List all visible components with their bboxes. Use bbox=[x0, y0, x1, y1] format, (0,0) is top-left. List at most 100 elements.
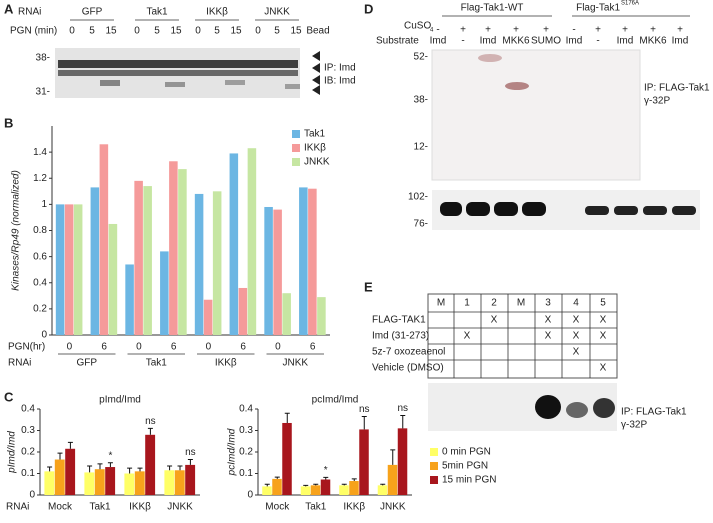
cell-mark: X bbox=[573, 331, 580, 342]
size-marker: 102- bbox=[408, 192, 428, 203]
blot-label: IP: Imd bbox=[324, 63, 356, 74]
bar bbox=[94, 469, 105, 495]
x-tick-label: Tak1 bbox=[305, 502, 327, 513]
blot-label: γ-32P bbox=[644, 96, 670, 107]
bar bbox=[194, 193, 204, 335]
bar bbox=[387, 464, 398, 495]
cell-mark: X bbox=[464, 331, 471, 342]
error-bar bbox=[147, 427, 153, 435]
row-label: Vehicle (DMSO) bbox=[372, 363, 444, 374]
error-bar bbox=[137, 467, 143, 472]
error-bar bbox=[167, 465, 173, 471]
bar bbox=[212, 191, 222, 335]
cell-mark: X bbox=[600, 315, 607, 326]
y-tick-label: 0 bbox=[29, 490, 35, 501]
bar bbox=[299, 187, 308, 335]
group-label: JNKK bbox=[264, 7, 290, 18]
bar bbox=[339, 485, 349, 495]
lane-sign: - bbox=[436, 25, 439, 36]
bar bbox=[64, 204, 74, 335]
cell-mark: X bbox=[573, 315, 580, 326]
group-label: Tak1 bbox=[146, 358, 168, 369]
y-axis-label: pImd/Imd bbox=[7, 431, 18, 474]
x-row-label: PGN(hr) bbox=[8, 342, 45, 353]
column-label: M bbox=[437, 298, 445, 309]
x-tick-label: IKKβ bbox=[343, 502, 365, 513]
bar bbox=[229, 153, 239, 335]
y-tick-label: 0.4 bbox=[239, 404, 253, 415]
row-label: PGN (min) bbox=[10, 26, 57, 37]
blot-label: IP: FLAG-Tak1 bbox=[621, 407, 687, 418]
lane-sign: + bbox=[677, 25, 683, 36]
legend-label: 5min PGN bbox=[442, 461, 488, 472]
bar bbox=[310, 485, 321, 495]
error-bar bbox=[264, 483, 270, 487]
lane-label: 15 bbox=[170, 26, 182, 37]
bar bbox=[55, 204, 65, 335]
bar bbox=[203, 299, 213, 335]
y-tick-label: 1.2 bbox=[33, 173, 47, 184]
column-label: M bbox=[517, 298, 525, 309]
lane-label: Imd bbox=[672, 36, 689, 47]
lane-label: 15 bbox=[290, 26, 302, 37]
bar bbox=[317, 297, 326, 335]
lane-label: MKK6 bbox=[502, 36, 530, 47]
x-tick-label: JNKK bbox=[380, 502, 406, 513]
lane-sign: + bbox=[513, 25, 519, 36]
lane-label: Bead bbox=[306, 26, 329, 37]
error-bar bbox=[67, 441, 73, 449]
error-bar bbox=[284, 412, 290, 423]
x-tick-label: 6 bbox=[171, 342, 177, 353]
y-tick-label: 0.4 bbox=[21, 404, 35, 415]
legend-swatch bbox=[292, 158, 300, 166]
error-bar bbox=[341, 483, 347, 486]
error-bar bbox=[380, 483, 386, 486]
bar bbox=[359, 429, 369, 495]
bar bbox=[273, 209, 282, 335]
lane-label: SUMO bbox=[531, 36, 561, 47]
lane-label: 15 bbox=[230, 26, 242, 37]
bar bbox=[282, 422, 292, 495]
bar bbox=[282, 293, 291, 335]
bar bbox=[54, 459, 65, 495]
y-tick-label: 0.2 bbox=[239, 447, 253, 458]
lane-label: 0 bbox=[69, 26, 75, 37]
x-tick-label: 6 bbox=[240, 342, 246, 353]
chart-title: pImd/Imd bbox=[99, 395, 141, 406]
cell-mark: X bbox=[600, 331, 607, 342]
y-tick-label: 0.4 bbox=[33, 277, 47, 288]
size-marker: 38- bbox=[414, 95, 428, 106]
error-bar bbox=[313, 483, 319, 486]
size-marker: 52- bbox=[414, 52, 428, 63]
y-tick-label: 0.2 bbox=[33, 304, 47, 315]
bar bbox=[84, 472, 95, 495]
bar bbox=[99, 144, 109, 335]
chart-title: pcImd/Imd bbox=[312, 395, 359, 406]
bar bbox=[320, 479, 331, 495]
error-bar bbox=[87, 465, 93, 473]
superscript: S176A bbox=[621, 1, 639, 7]
x-tick-label: IKKβ bbox=[129, 502, 151, 513]
error-bar bbox=[323, 476, 329, 480]
bar bbox=[145, 434, 156, 495]
bar bbox=[247, 148, 257, 335]
y-tick-label: 0 bbox=[41, 330, 47, 341]
size-marker: 31- bbox=[36, 87, 50, 98]
legend-swatch bbox=[430, 448, 438, 456]
lane-label: Imd bbox=[480, 36, 497, 47]
lane-sign: + bbox=[595, 25, 601, 36]
bar bbox=[308, 188, 317, 335]
bar bbox=[238, 287, 248, 335]
x-row-label: RNAi bbox=[6, 502, 29, 513]
row-label: 5z-7 oxozeaenol bbox=[372, 347, 445, 358]
error-bar bbox=[303, 484, 309, 487]
lane-sign: + bbox=[622, 25, 628, 36]
significance-label: * bbox=[324, 465, 328, 476]
row-label: Substrate bbox=[376, 36, 419, 47]
size-marker: 76- bbox=[414, 219, 428, 230]
cell-mark: X bbox=[545, 315, 552, 326]
bar bbox=[397, 428, 408, 495]
significance-label: ns bbox=[397, 403, 408, 414]
bar bbox=[178, 169, 187, 335]
